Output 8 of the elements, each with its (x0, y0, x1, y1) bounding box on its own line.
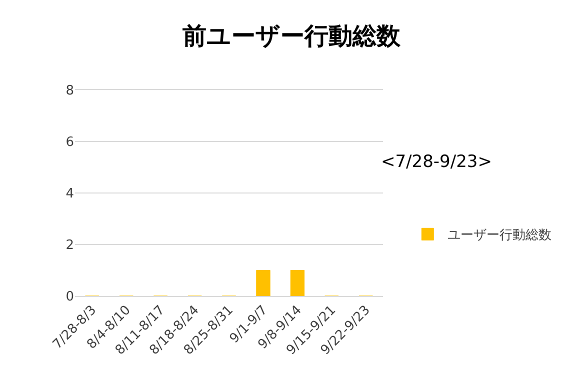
chart-title: 前ユーザー行動総数 (182, 22, 402, 50)
y-tick-label: 8 (66, 84, 74, 99)
y-tick-label: 6 (66, 135, 74, 150)
annotation: <7/28-9/23> (381, 152, 492, 172)
legend-label: ユーザー行動総数 (448, 228, 552, 244)
y-tick-label: 2 (66, 238, 74, 254)
y-tick-label: 0 (66, 290, 74, 305)
y-tick-label: 4 (66, 186, 74, 202)
